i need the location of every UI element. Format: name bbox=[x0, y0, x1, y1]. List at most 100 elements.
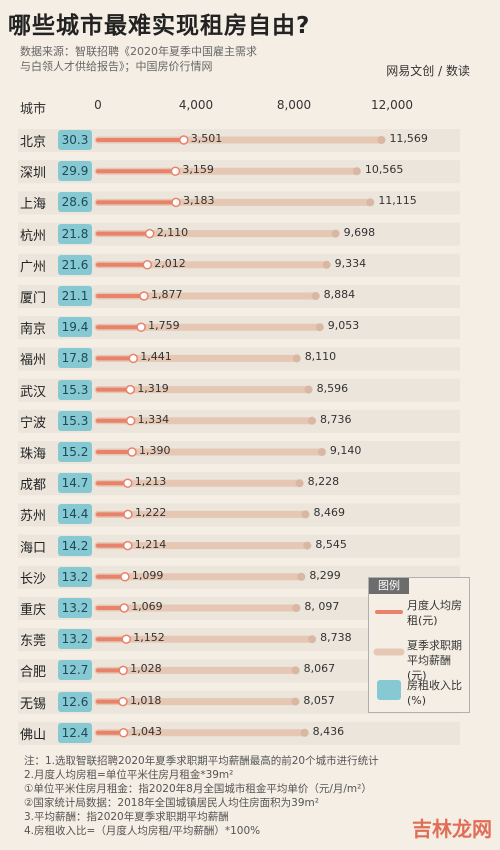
x-tick-label: 12,000 bbox=[371, 98, 413, 112]
city-label: 海口 bbox=[20, 540, 47, 556]
salary-end-dot bbox=[303, 541, 312, 550]
city-label: 武汉 bbox=[20, 384, 47, 400]
rent-value-label: 1,759 bbox=[148, 319, 180, 333]
ratio-badge: 14.2 bbox=[58, 535, 92, 556]
rent-value-label: 3,183 bbox=[182, 194, 215, 208]
x-tick-label: 4,000 bbox=[178, 98, 214, 112]
rent-end-dot bbox=[122, 540, 133, 551]
rent-value-label: 1,152 bbox=[133, 631, 165, 645]
salary-end-dot bbox=[331, 229, 340, 238]
salary-value-label: 8,596 bbox=[316, 381, 349, 395]
legend: 图例 月度人均房租(元) 夏季求职期平均薪酬(元) 房租收入比(%) bbox=[368, 577, 470, 713]
rent-value-label: 1,319 bbox=[137, 381, 169, 395]
salary-end-dot bbox=[295, 479, 304, 488]
city-label: 深圳 bbox=[20, 166, 47, 182]
ratio-badge: 21.6 bbox=[58, 254, 92, 275]
rent-end-dot bbox=[123, 509, 133, 520]
brand-sub: 数读 bbox=[445, 64, 470, 78]
footnote-3: ①单位平米住房月租金：指2020年8月全国城市租金平均单价（元/月/m²） bbox=[24, 783, 372, 795]
ratio-badge: 13.2 bbox=[58, 598, 92, 618]
salary-end-dot bbox=[352, 167, 361, 176]
salary-end-dot bbox=[300, 728, 309, 737]
rent-end-dot bbox=[125, 416, 136, 426]
rent-end-dot bbox=[127, 447, 137, 457]
rent-end-dot bbox=[118, 728, 129, 738]
footnotes: 注：1.选取智联招聘2020年夏季求职期平均薪酬最高的前20个城市进行统计 2.… bbox=[24, 754, 494, 838]
bar-chart bbox=[94, 135, 386, 738]
salary-value-label: 8,228 bbox=[307, 475, 340, 489]
footnote-5: 3.平均薪酬：指2020年夏季求职期平均薪酬 bbox=[24, 811, 229, 823]
salary-value-label: 8, 097 bbox=[304, 600, 340, 613]
ratio-badge: 15.3 bbox=[58, 379, 92, 400]
ratio-badge: 17.8 bbox=[58, 348, 92, 369]
salary-value-label: 10,565 bbox=[364, 163, 404, 177]
rent-value-label: 1,043 bbox=[130, 724, 163, 738]
ratio-badge: 29.9 bbox=[58, 161, 92, 182]
rent-value-label: 1,441 bbox=[140, 350, 172, 364]
salary-value-label: 8,067 bbox=[303, 662, 336, 676]
salary-end-dot bbox=[311, 292, 320, 300]
rent-end-dot bbox=[170, 166, 181, 176]
rent-value-label: 3,159 bbox=[182, 163, 214, 177]
salary-value-label: 9,053 bbox=[327, 319, 360, 333]
rent-value-label: 1,099 bbox=[131, 568, 164, 582]
city-column-label: 城市 bbox=[20, 102, 47, 117]
rent-value-label: 1,222 bbox=[134, 506, 167, 520]
salary-value-label: 9,698 bbox=[343, 225, 376, 239]
rent-end-dot bbox=[136, 322, 146, 332]
watermark: 吉林龙网 bbox=[412, 817, 492, 841]
salary-end-dot bbox=[315, 323, 324, 332]
city-label: 重庆 bbox=[20, 603, 47, 618]
ratio-badge: 15.3 bbox=[58, 410, 92, 431]
ratio-badge: 14.7 bbox=[58, 473, 92, 494]
legend-salary-label: 夏季求职期平均薪酬(元) bbox=[407, 639, 462, 682]
city-label: 北京 bbox=[20, 135, 47, 150]
rent-value-label: 1,877 bbox=[150, 288, 183, 301]
legend-title: 图例 bbox=[369, 578, 409, 594]
rent-end-dot bbox=[139, 291, 149, 301]
brand-logo: 网易文创 / 数读 bbox=[386, 62, 470, 79]
ratio-badge: 21.1 bbox=[58, 286, 92, 306]
x-tick-label: 8,000 bbox=[276, 98, 312, 112]
city-label: 上海 bbox=[20, 197, 47, 213]
city-label: 无锡 bbox=[20, 696, 47, 712]
city-label: 南京 bbox=[20, 322, 47, 338]
rent-end-dot bbox=[125, 384, 136, 395]
salary-value-label: 8,738 bbox=[320, 631, 352, 645]
rent-end-dot bbox=[118, 696, 128, 707]
brand-name: 网易文创 bbox=[386, 64, 435, 78]
ratio-badge: 13.2 bbox=[58, 566, 92, 587]
rent-end-dot bbox=[144, 228, 155, 239]
salary-end-dot bbox=[291, 666, 300, 675]
rent-value-label: 1,214 bbox=[134, 537, 167, 551]
data-source: 数据来源：智联招聘《2020年夏季中国雇主需求 与白领人才供给报告》；中国房价行… bbox=[20, 44, 320, 74]
salary-value-label: 11,569 bbox=[389, 132, 428, 145]
ratio-badge: 14.4 bbox=[58, 504, 92, 525]
brand-sep: / bbox=[438, 64, 443, 78]
city-label: 长沙 bbox=[20, 571, 47, 587]
ratio-badge: 28.6 bbox=[58, 192, 92, 213]
city-label: 宁波 bbox=[20, 415, 47, 431]
salary-end-dot bbox=[301, 510, 310, 519]
salary-value-label: 8,110 bbox=[304, 350, 337, 364]
salary-end-dot bbox=[317, 448, 326, 456]
rent-end-dot bbox=[121, 634, 131, 644]
salary-end-dot bbox=[308, 416, 317, 425]
rent-end-dot bbox=[179, 135, 189, 145]
salary-end-dot bbox=[292, 604, 301, 612]
city-label: 苏州 bbox=[20, 509, 47, 525]
rent-end-dot bbox=[122, 478, 133, 488]
salary-end-dot bbox=[292, 354, 301, 363]
footnote-2: 2.月度人均房租=单位平米住房月租金*39m² bbox=[24, 769, 234, 781]
salary-end-dot bbox=[297, 572, 306, 581]
ratio-badge: 12.7 bbox=[58, 660, 92, 681]
salary-value-label: 9,140 bbox=[329, 444, 362, 457]
footnote-6: 4.房租收入比=（月度人均房租/平均薪酬）*100% bbox=[24, 825, 261, 837]
salary-end-dot bbox=[304, 385, 313, 394]
city-label: 佛山 bbox=[20, 727, 47, 743]
source-line-2: 与白领人才供给报告》；中国房价行情网 bbox=[20, 60, 213, 73]
rent-end-dot bbox=[120, 572, 130, 582]
ratio-badge: 12.6 bbox=[58, 691, 92, 712]
salary-end-dot bbox=[291, 697, 300, 706]
rent-end-dot bbox=[128, 353, 139, 364]
